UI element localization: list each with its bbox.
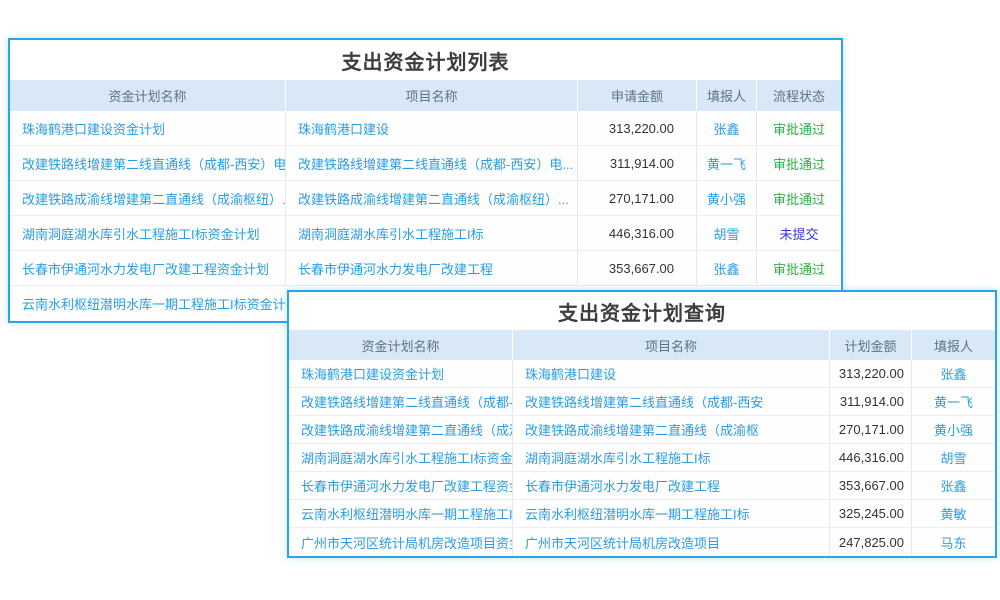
table-row: 改建铁路成渝线增建第二直通线（成渝枢纽）电力线路迁 改建铁路成渝线增建第二直通线… xyxy=(289,416,995,444)
plan-name-link[interactable]: 广州市天河区统计局机房改造项目资金计划 xyxy=(289,528,513,556)
table-row: 湖南洞庭湖水库引水工程施工I标资金计划 湖南洞庭湖水库引水工程施工I标 446,… xyxy=(10,216,841,251)
plan-name-link[interactable]: 改建铁路成渝线增建第二直通线（成渝枢纽）电力线路迁 xyxy=(289,416,513,443)
plan-name-link[interactable]: 湖南洞庭湖水库引水工程施工I标资金计划 xyxy=(10,216,286,250)
project-name-link[interactable]: 改建铁路线增建第二线直通线（成都-西安 xyxy=(513,388,830,415)
plan-name-link[interactable]: 长春市伊通河水力发电厂改建工程资金计划 xyxy=(289,472,513,499)
reporter-name: 张鑫 xyxy=(697,111,757,145)
table-row: 改建铁路成渝线增建第二直通线（成渝枢纽）... 改建铁路成渝线增建第二直通线（成… xyxy=(10,181,841,216)
reporter-name: 胡雪 xyxy=(697,216,757,250)
project-name-link[interactable]: 湖南洞庭湖水库引水工程施工I标 xyxy=(513,444,830,471)
table-row: 长春市伊通河水力发电厂改建工程资金计划 长春市伊通河水力发电厂改建工程 353,… xyxy=(10,251,841,286)
project-name-link[interactable]: 改建铁路线增建第二线直通线（成都-西安）电... xyxy=(286,146,578,180)
table-row: 云南水利枢纽潜明水库一期工程施工I标资金计划 云南水利枢纽潜明水库一期工程施工I… xyxy=(289,500,995,528)
reporter-name: 胡雪 xyxy=(940,451,967,466)
col-header-plan-name: 资金计划名称 xyxy=(289,330,513,360)
reporter-name: 马东 xyxy=(940,535,967,551)
table-row: 广州市天河区统计局机房改造项目资金计划 广州市天河区统计局机房改造项目 247,… xyxy=(289,528,995,556)
project-name-link[interactable]: 云南水利枢纽潜明水库一期工程施工I标 xyxy=(513,500,830,527)
project-name-link[interactable]: 长春市伊通河水力发电厂改建工程 xyxy=(286,251,578,285)
table-row: 湖南洞庭湖水库引水工程施工I标资金计划 湖南洞庭湖水库引水工程施工I标 446,… xyxy=(289,444,995,472)
col-header-project-name: 项目名称 xyxy=(286,80,578,111)
plan-amount: 311,914.00 xyxy=(830,388,912,415)
list-table-header: 资金计划名称 项目名称 申请金额 填报人 流程状态 xyxy=(10,80,841,111)
apply-amount: 353,667.00 xyxy=(578,251,697,285)
table-row: 改建铁路线增建第二线直通线（成都-西安）电... 改建铁路线增建第二线直通线（成… xyxy=(10,146,841,181)
plan-name-link[interactable]: 珠海鹤港口建设资金计划 xyxy=(289,360,513,387)
reporter-name: 张鑫 xyxy=(940,367,967,382)
plan-name-link[interactable]: 改建铁路线增建第二线直通线（成都-西安）电... xyxy=(10,146,286,180)
plan-name-link[interactable]: 云南水利枢纽潜明水库一期工程施工I标资金计划 xyxy=(22,297,286,312)
apply-amount: 313,220.00 xyxy=(578,111,697,145)
apply-amount: 311,914.00 xyxy=(578,146,697,180)
col-header-flow-status: 流程状态 xyxy=(772,89,825,104)
status-badge: 审批通过 xyxy=(772,191,825,207)
table-row: 改建铁路线增建第二线直通线（成都-西安）电力线路迁 改建铁路线增建第二线直通线（… xyxy=(289,388,995,416)
reporter-name: 黄一飞 xyxy=(697,146,757,180)
plan-name-link[interactable]: 改建铁路成渝线增建第二直通线（成渝枢纽）... xyxy=(10,181,286,215)
table-row: 珠海鹤港口建设资金计划 珠海鹤港口建设 313,220.00 张鑫 xyxy=(289,360,995,388)
plan-amount: 446,316.00 xyxy=(830,444,912,471)
reporter-name: 张鑫 xyxy=(697,251,757,285)
status-badge: 审批通过 xyxy=(772,121,825,137)
project-name-link[interactable]: 湖南洞庭湖水库引水工程施工I标 xyxy=(286,216,578,250)
col-header-reporter: 填报人 xyxy=(697,80,757,111)
table-row: 珠海鹤港口建设资金计划 珠海鹤港口建设 313,220.00 张鑫 审批通过 xyxy=(10,111,841,146)
page-title: 支出资金计划查询 xyxy=(558,302,726,325)
project-name-link[interactable]: 珠海鹤港口建设 xyxy=(513,360,830,387)
project-name-link[interactable]: 改建铁路成渝线增建第二直通线（成渝枢纽）... xyxy=(286,181,578,215)
project-name-link[interactable]: 改建铁路成渝线增建第二直通线（成渝枢 xyxy=(513,416,830,443)
plan-amount: 270,171.00 xyxy=(830,416,912,443)
plan-amount: 247,825.00 xyxy=(830,528,912,556)
status-badge: 未提交 xyxy=(779,226,819,242)
plan-amount: 313,220.00 xyxy=(830,360,912,387)
status-badge: 审批通过 xyxy=(772,261,825,277)
project-name-link[interactable]: 长春市伊通河水力发电厂改建工程 xyxy=(513,472,830,499)
plan-name-link[interactable]: 长春市伊通河水力发电厂改建工程资金计划 xyxy=(10,251,286,285)
reporter-name: 黄一飞 xyxy=(933,395,973,410)
status-badge: 审批通过 xyxy=(772,156,825,172)
project-name-link[interactable]: 广州市天河区统计局机房改造项目 xyxy=(513,528,830,556)
plan-name-link[interactable]: 改建铁路线增建第二线直通线（成都-西安）电力线路迁 xyxy=(289,388,513,415)
apply-amount: 270,171.00 xyxy=(578,181,697,215)
plan-name-link[interactable]: 珠海鹤港口建设资金计划 xyxy=(10,111,286,145)
expenditure-plan-list-window: 支出资金计划列表 资金计划名称 项目名称 申请金额 填报人 流程状态 珠海鹤港口… xyxy=(8,38,843,323)
query-table-header: 资金计划名称 项目名称 计划金额 填报人 xyxy=(289,330,995,360)
col-header-apply-amount: 申请金额 xyxy=(578,80,697,111)
expenditure-plan-query-window: 支出资金计划查询 资金计划名称 项目名称 计划金额 填报人 珠海鹤港口建设资金计… xyxy=(287,290,997,558)
col-header-plan-name: 资金计划名称 xyxy=(10,80,286,111)
reporter-name: 黄敏 xyxy=(940,507,967,522)
plan-amount: 353,667.00 xyxy=(830,472,912,499)
apply-amount: 446,316.00 xyxy=(578,216,697,250)
page-title: 支出资金计划列表 xyxy=(341,51,510,74)
col-header-plan-amount: 计划金额 xyxy=(830,330,912,360)
reporter-name: 黄小强 xyxy=(933,423,973,438)
col-header-reporter: 填报人 xyxy=(933,338,973,354)
plan-name-link[interactable]: 云南水利枢纽潜明水库一期工程施工I标资金计划 xyxy=(289,500,513,527)
col-header-project-name: 项目名称 xyxy=(513,330,830,360)
reporter-name: 黄小强 xyxy=(697,181,757,215)
table-row: 长春市伊通河水力发电厂改建工程资金计划 长春市伊通河水力发电厂改建工程 353,… xyxy=(289,472,995,500)
plan-name-link[interactable]: 湖南洞庭湖水库引水工程施工I标资金计划 xyxy=(289,444,513,471)
project-name-link[interactable]: 珠海鹤港口建设 xyxy=(286,111,578,145)
reporter-name: 张鑫 xyxy=(940,479,967,494)
plan-amount: 325,245.00 xyxy=(830,500,912,527)
